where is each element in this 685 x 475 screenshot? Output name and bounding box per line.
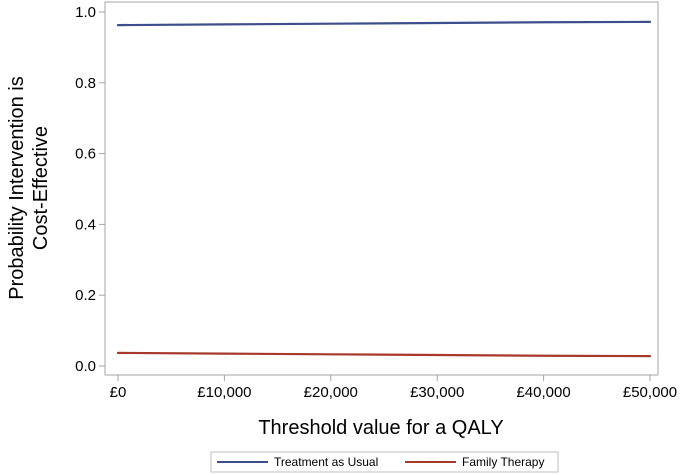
y-tick-label: 0.0 [75, 358, 96, 375]
series-line-treatment-as-usual [116, 20, 652, 27]
series-lines [116, 20, 652, 358]
legend-box [210, 451, 559, 473]
y-tick-label: 0.4 [75, 216, 96, 233]
y-tick-label: 0.2 [75, 287, 96, 304]
legend-label-treatment-as-usual: Treatment as Usual [274, 455, 378, 469]
legend: Treatment as Usual Family Therapy [210, 451, 559, 473]
plot-frame [104, 1, 659, 376]
y-tick-label: 1.0 [75, 4, 96, 21]
x-tick-label: £0 [110, 384, 127, 401]
y-tick-label: 0.8 [75, 75, 96, 92]
x-tick-label: £40,000 [516, 384, 570, 401]
x-axis: £0 £10,000 £20,000 £30,000 £40,000 £50,000 [110, 375, 677, 401]
x-axis-title: Threshold value for a QALY [258, 417, 503, 439]
x-tick-label: £20,000 [304, 384, 358, 401]
x-tick-label: £10,000 [197, 384, 251, 401]
series-line-family-therapy [116, 351, 652, 358]
y-axis-title-line-1: Probability Intervention is [6, 76, 28, 299]
x-tick-label: £30,000 [410, 384, 464, 401]
legend-label-family-therapy: Family Therapy [462, 455, 544, 469]
y-axis: 0.0 0.2 0.4 0.6 0.8 1.0 [75, 4, 105, 375]
y-axis-title-line-2: Cost-Effective [30, 126, 52, 250]
x-tick-label: £50,000 [623, 384, 677, 401]
y-tick-label: 0.6 [75, 146, 96, 163]
